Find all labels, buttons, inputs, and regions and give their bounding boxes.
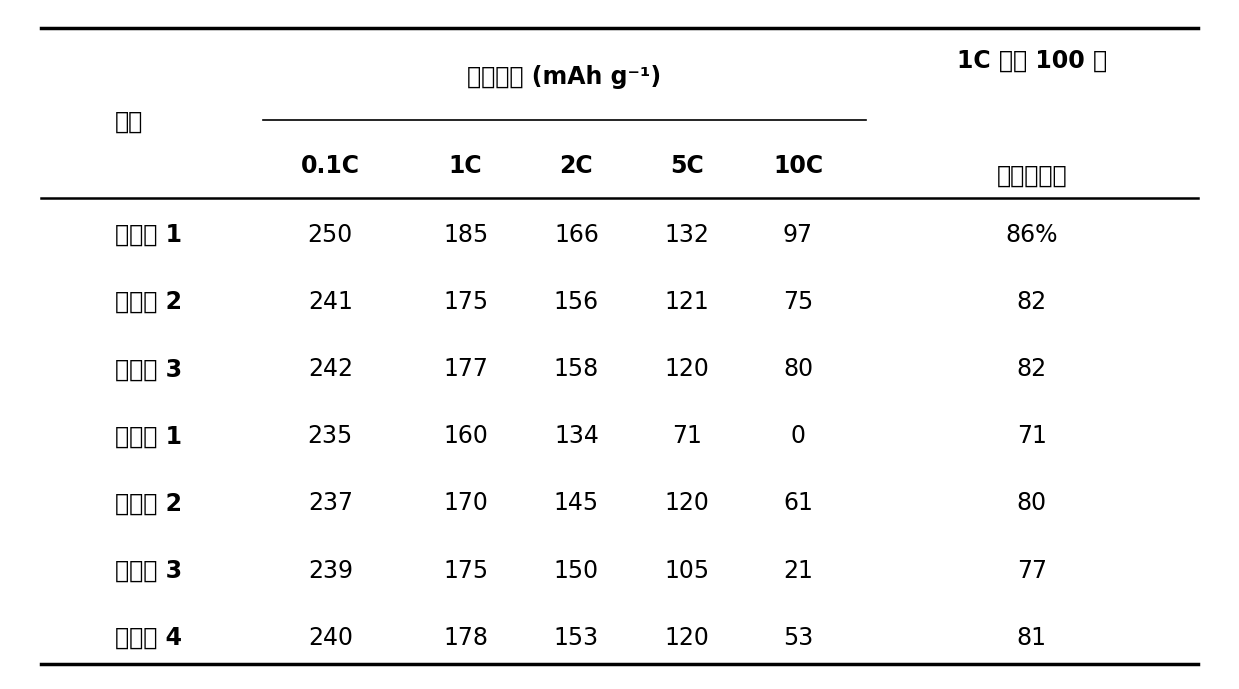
Text: 120: 120 [665,491,710,515]
Text: 1C: 1C [449,154,482,178]
Text: 对比例 1: 对比例 1 [115,424,182,449]
Text: 75: 75 [783,290,813,314]
Text: 0.1C: 0.1C [301,154,359,178]
Text: 82: 82 [1017,358,1047,381]
Text: 实施例 1: 实施例 1 [115,223,182,247]
Text: 120: 120 [665,358,710,381]
Text: 53: 53 [783,626,813,650]
Text: 77: 77 [1017,559,1047,583]
Text: 185: 185 [444,223,488,247]
Text: 86%: 86% [1006,223,1058,247]
Text: 97: 97 [783,223,813,247]
Text: 166: 166 [554,223,598,247]
Text: 实施例 2: 实施例 2 [115,290,182,314]
Text: 80: 80 [783,358,813,381]
Text: 237: 237 [307,491,353,515]
Text: 134: 134 [554,424,598,449]
Text: 239: 239 [307,559,353,583]
Text: 250: 250 [307,223,353,247]
Text: 153: 153 [554,626,598,650]
Text: 10C: 10C [773,154,823,178]
Text: 105: 105 [664,559,710,583]
Text: 2C: 2C [560,154,593,178]
Text: 对比例 2: 对比例 2 [115,491,182,515]
Text: 120: 120 [665,626,710,650]
Text: 241: 241 [307,290,353,314]
Text: 放电容量 (mAh g⁻¹): 放电容量 (mAh g⁻¹) [467,65,662,90]
Text: 1C 循环 100 周: 1C 循环 100 周 [957,48,1106,72]
Text: 178: 178 [444,626,488,650]
Text: 175: 175 [444,559,488,583]
Text: 121: 121 [665,290,710,314]
Text: 160: 160 [444,424,488,449]
Text: 对比例 4: 对比例 4 [115,626,182,650]
Text: 71: 71 [1017,424,1047,449]
Text: 170: 170 [444,491,488,515]
Text: 71: 71 [673,424,703,449]
Text: 实施例 3: 实施例 3 [115,358,182,381]
Text: 132: 132 [665,223,710,247]
Text: 21: 21 [783,559,813,583]
Text: 0: 0 [790,424,805,449]
Text: 175: 175 [444,290,488,314]
Text: 150: 150 [554,559,598,583]
Text: 156: 156 [554,290,598,314]
Text: 82: 82 [1017,290,1047,314]
Text: 对比例 3: 对比例 3 [115,559,182,583]
Text: 容量保持率: 容量保持率 [996,164,1067,188]
Text: 240: 240 [307,626,353,650]
Text: 81: 81 [1017,626,1047,650]
Text: 5C: 5C [670,154,704,178]
Text: 235: 235 [307,424,353,449]
Text: 177: 177 [444,358,488,381]
Text: 61: 61 [783,491,813,515]
Text: 158: 158 [554,358,598,381]
Text: 80: 80 [1017,491,1047,515]
Text: 242: 242 [307,358,353,381]
Text: 样品: 样品 [115,110,144,134]
Text: 145: 145 [554,491,598,515]
